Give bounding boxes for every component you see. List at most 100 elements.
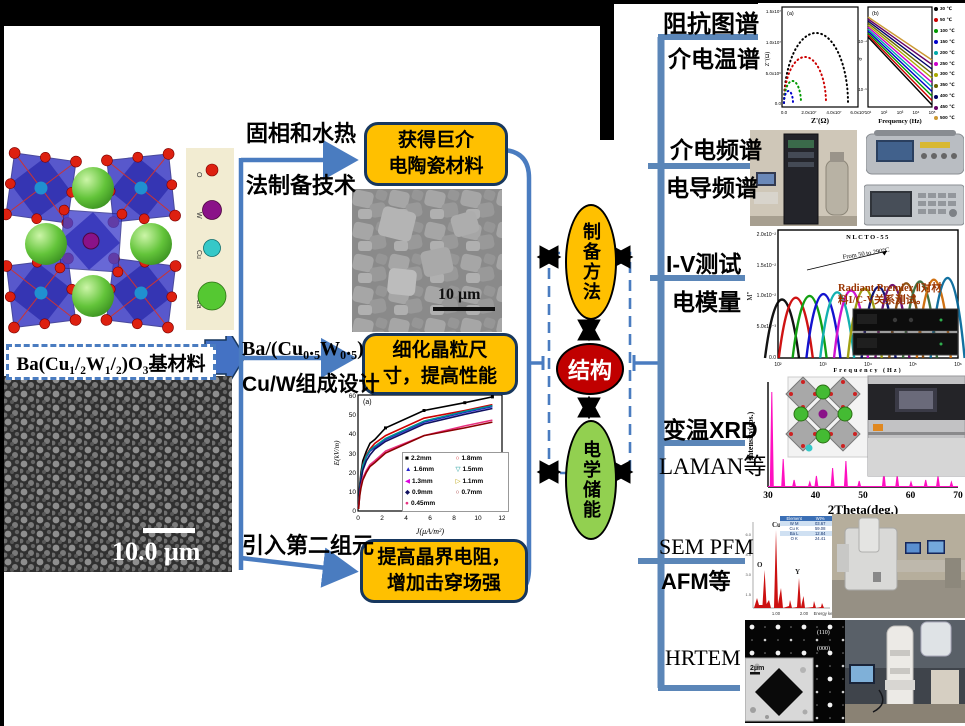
svg-text:40: 40 [349, 431, 357, 438]
ej-legend-item: ● 0.45mm [405, 499, 456, 508]
svg-text:5.0x10⁻³: 5.0x10⁻³ [757, 324, 777, 330]
cond-xlabel: Frequency (Hz) [878, 118, 921, 125]
svg-text:2.00: 2.00 [800, 611, 809, 616]
ej-legend-item: ○ 1.8mm [455, 455, 507, 463]
powder-scale-label: 10.0 μm [112, 537, 201, 566]
temp-item: 250 ℃ [934, 61, 964, 67]
svg-text:0: 0 [352, 508, 356, 515]
dot [934, 116, 938, 121]
tem-panel: (110) (000) 2μm [745, 620, 965, 723]
branch1-label-line1: 固相和水热 [246, 121, 357, 146]
svg-text:4.5: 4.5 [745, 552, 751, 557]
ba-sphere [25, 223, 67, 265]
atom-label-o: O [195, 172, 202, 178]
nyquist-xticks: 0.0 2.0x10⁷ 4.0x10⁷ 6.0x10⁷ [781, 110, 866, 115]
ej-legend-item: ■ 2.2mm [405, 455, 456, 463]
temp-item: 450 ℃ [934, 104, 964, 110]
ej-xlabel: J(μA/m²) [416, 527, 445, 536]
svg-text:20: 20 [349, 470, 357, 477]
svg-text:70: 70 [953, 491, 963, 501]
label-modulus: 电模量 [672, 289, 741, 315]
svg-text:5.0x10⁶: 5.0x10⁶ [766, 71, 782, 76]
xrd-ylabel: Intensity(cps.) [746, 411, 755, 460]
legend-label: 0.45mm [410, 499, 436, 507]
dot [934, 94, 938, 99]
marker-glyph: ○ [455, 455, 460, 463]
modulus-title: NLCTO-55 [846, 234, 890, 241]
eds-yticks: 6.0 4.5 3.0 1.5 [745, 532, 751, 597]
svg-text:4: 4 [404, 515, 408, 522]
xrd-xticks: 30 40 50 60 70 [763, 491, 963, 501]
cond-tag: (b) [872, 11, 879, 17]
eds-table-row: O K 24.41 [780, 536, 832, 541]
eds-xticks: 1.00 2.00 Energy ke [772, 611, 833, 616]
ej-legend-item: ▲ 1.6mm [405, 467, 456, 474]
top-step-bar [600, 0, 614, 140]
ej-xticks: 0 2 4 6 8 10 12 [356, 515, 505, 522]
label-afm: AFM等 [661, 569, 731, 594]
ej-legend-item: ▽ 1.5mm [456, 467, 507, 474]
label-impedance: 阻抗图谱 [663, 11, 759, 38]
label-diel-temp: 介电温谱 [668, 46, 760, 72]
ej-legend-item: ◆ 0.9mm [405, 488, 456, 497]
modulus-ylabel: M″ [746, 291, 754, 300]
saed-spot2: (000) [817, 645, 830, 652]
dot [934, 61, 938, 66]
svg-text:1.5x10⁻²: 1.5x10⁻² [757, 263, 777, 269]
label-iv-test: I-V测试 [666, 251, 742, 277]
svg-text:6.0: 6.0 [745, 532, 751, 537]
ba-sphere [72, 275, 114, 317]
svg-text:1.0x10⁻²: 1.0x10⁻² [757, 293, 777, 299]
box2-line1: 细化晶粒尺 [392, 340, 488, 362]
cond-xticks: 10¹ 10² 10³ 10⁴ 10⁵ [865, 110, 936, 115]
crystal-structure-image: O W Cu Ba [4, 146, 236, 336]
legend-label: 1.6mm [413, 466, 435, 474]
temp-item: 30 ℃ [934, 6, 964, 12]
prep-method-ellipse: 制备方法 [565, 204, 617, 320]
svg-text:60: 60 [906, 491, 916, 501]
svg-text:10³: 10³ [819, 362, 827, 368]
legend-label: 1.1mm [462, 477, 484, 485]
svg-text:1.5: 1.5 [745, 592, 751, 597]
label-diel-freq: 介电频谱 [670, 137, 762, 163]
legend-label: 0.9mm [412, 488, 433, 496]
ej-legend-item: ▷ 1.1mm [456, 477, 507, 486]
cond-ylabel: σ [858, 57, 864, 61]
atom-dot-ba [197, 281, 227, 311]
top-left-bar [0, 0, 614, 26]
tem-scale-label: 2μm [750, 665, 764, 672]
marker-glyph: ◆ [405, 488, 410, 496]
marker-glyph: ▽ [455, 466, 461, 474]
temp-label: 450 ℃ [940, 104, 955, 110]
legend-label: 0.7mm [461, 488, 483, 496]
temp-label: 100 ℃ [940, 27, 955, 33]
temp-item: 150 ℃ [934, 39, 964, 45]
nyquist-ylabel: Z″(Ω) [764, 52, 771, 67]
sem-grains-image: 10 μm [352, 189, 502, 332]
svg-text:1.00: 1.00 [772, 611, 781, 616]
temp-item: 350 ℃ [934, 83, 964, 88]
material-label: Ba(Cu₁/₂W₁/₂)O₃基材料 [16, 353, 206, 375]
saed-spot1: (110) [817, 629, 830, 636]
dot [934, 83, 938, 88]
storage-ellipse: 电学储能 [565, 420, 617, 540]
atom-dot-cu [203, 239, 221, 257]
radiant-note-line1: Radiant Premier Ⅱ对材 [838, 283, 942, 294]
radiant-note-line2: 料I/C-V关系测试。 [838, 295, 927, 307]
svg-text:6.0x10⁷: 6.0x10⁷ [850, 110, 866, 115]
svg-text:3.0: 3.0 [745, 572, 751, 577]
nyquist-yticks: 1.5x10⁷ 1.0x10⁷ 5.0x10⁶ 0.0 [766, 9, 782, 106]
cond-lines [867, 16, 933, 106]
svg-text:Energy ke: Energy ke [814, 611, 834, 616]
impedance-analyzer-photo [864, 184, 964, 226]
sem-powder-image: 10.0 μm [4, 376, 232, 572]
branch2-label-line2: Cu/W组成设计 [242, 373, 380, 396]
svg-text:40: 40 [811, 491, 821, 501]
sem-lab-photo [832, 514, 965, 618]
svg-text:6: 6 [428, 515, 432, 522]
nyquist-arcs [783, 32, 849, 104]
outcome-box-3: 提高晶界电阻， 增加击穿场强 [360, 539, 528, 603]
temperature-legend: 30 ℃ 50 ℃ 100 ℃ 150 ℃ 200 ℃ 250 ℃ 300 ℃ … [934, 6, 964, 121]
eds-table-row: W M 03.67 [780, 521, 832, 526]
